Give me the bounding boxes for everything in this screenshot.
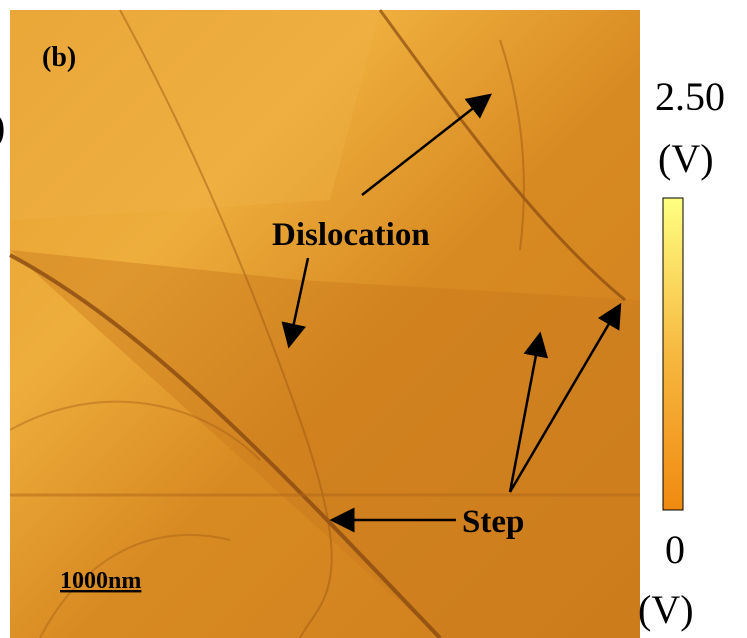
page: {"panel_label": "(b)", "cropped_text": "…: [0, 0, 747, 638]
microscopy-image: [10, 10, 640, 638]
colorbar-min-label: 0: [665, 527, 685, 572]
colorbar-unit: (V): [638, 587, 694, 632]
colorbar: [663, 198, 683, 510]
dislocation-label: Dislocation: [272, 217, 430, 253]
figure: ) (b) Dislocation Step 1000nm 2.50 (V) 0…: [0, 0, 747, 638]
step-label: Step: [462, 504, 524, 540]
cropped-text: ): [0, 104, 5, 149]
colorbar-max-label: 2.50: [655, 74, 725, 119]
scale-bar: 1000nm: [60, 568, 141, 594]
panel-label: (b): [42, 42, 76, 73]
colorbar-unit: (V): [658, 136, 714, 181]
